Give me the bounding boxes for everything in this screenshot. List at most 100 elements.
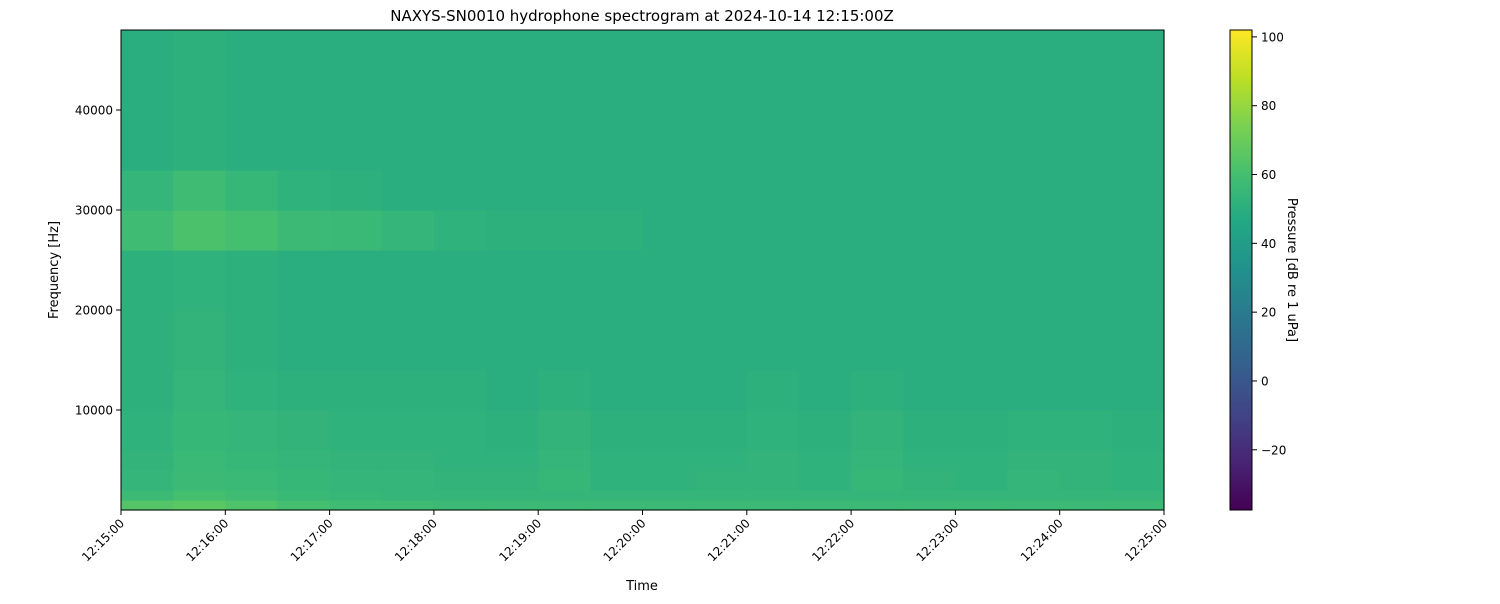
colorbar-tick-label: 60 bbox=[1261, 168, 1276, 182]
heatmap-cell bbox=[486, 210, 539, 251]
heatmap-cell bbox=[798, 170, 852, 211]
heatmap-cell bbox=[851, 490, 904, 501]
heatmap-cell bbox=[225, 310, 279, 371]
heatmap-cell bbox=[642, 370, 696, 411]
heatmap-cell bbox=[642, 470, 696, 491]
heatmap-cell bbox=[1111, 210, 1165, 251]
heatmap-cell bbox=[433, 500, 487, 511]
heatmap-cell bbox=[173, 410, 226, 451]
heatmap-cell bbox=[225, 470, 279, 491]
heatmap-cell bbox=[590, 310, 644, 371]
heatmap-cell bbox=[121, 450, 174, 471]
heatmap-cell bbox=[1059, 250, 1113, 311]
heatmap-cell bbox=[121, 470, 174, 491]
heatmap-cell bbox=[798, 250, 852, 311]
heatmap-cell bbox=[121, 500, 174, 511]
y-tick-label: 30000 bbox=[75, 204, 113, 218]
heatmap-cell bbox=[277, 170, 331, 211]
heatmap-cell bbox=[486, 450, 539, 471]
colorbar-tick-label: 40 bbox=[1261, 237, 1276, 251]
heatmap-cell bbox=[538, 410, 591, 451]
heatmap-cell bbox=[225, 490, 279, 501]
heatmap-cell bbox=[433, 310, 487, 371]
heatmap-cell bbox=[486, 30, 539, 171]
x-tick-label: 12:22:00 bbox=[809, 516, 857, 564]
heatmap-cell bbox=[642, 500, 696, 511]
heatmap-cell bbox=[538, 370, 591, 411]
heatmap-cell bbox=[1059, 170, 1113, 211]
heatmap-cell bbox=[590, 370, 644, 411]
heatmap-cell bbox=[1111, 310, 1165, 371]
heatmap-cell bbox=[277, 250, 331, 311]
heatmap-cell bbox=[173, 490, 226, 501]
y-axis-label: Frequency [Hz] bbox=[47, 221, 62, 319]
heatmap-cell bbox=[1007, 450, 1061, 471]
x-tick-label: 12:25:00 bbox=[1122, 516, 1170, 564]
colorbar-tick-label: 20 bbox=[1261, 306, 1276, 320]
heatmap-cell bbox=[590, 210, 644, 251]
heatmap-cell bbox=[851, 210, 904, 251]
heatmap-cell bbox=[329, 470, 383, 491]
heatmap-cell bbox=[381, 450, 435, 471]
heatmap-cell bbox=[329, 450, 383, 471]
heatmap-cell bbox=[1059, 490, 1113, 501]
heatmap-cell bbox=[642, 310, 696, 371]
x-tick-label: 12:24:00 bbox=[1018, 516, 1066, 564]
heatmap-cell bbox=[538, 490, 591, 501]
heatmap-cell bbox=[746, 490, 800, 501]
heatmap-cell bbox=[173, 170, 226, 211]
heatmap-cell bbox=[225, 210, 279, 251]
x-tick-label: 12:18:00 bbox=[392, 516, 440, 564]
heatmap-cell bbox=[903, 500, 956, 511]
heatmap-cell bbox=[329, 410, 383, 451]
x-axis: 12:15:00 12:16:00 12:17:00 12:18:00 12:19:00… bbox=[79, 510, 1170, 564]
heatmap-cell bbox=[329, 500, 383, 511]
heatmap-cell bbox=[955, 30, 1009, 171]
heatmap-cell bbox=[903, 450, 956, 471]
heatmap-cell bbox=[329, 30, 383, 171]
colorbar-tick-label: 100 bbox=[1261, 30, 1284, 44]
heatmap-cell bbox=[642, 450, 696, 471]
heatmap-cell bbox=[173, 30, 226, 171]
heatmap-cell bbox=[1007, 370, 1061, 411]
heatmap-cell bbox=[329, 250, 383, 311]
heatmap-cell bbox=[1059, 500, 1113, 511]
heatmap-cell bbox=[173, 470, 226, 491]
heatmap-cell bbox=[798, 210, 852, 251]
heatmap-cell bbox=[225, 370, 279, 411]
heatmap-cell bbox=[538, 310, 591, 371]
heatmap-cell bbox=[590, 490, 644, 501]
heatmap-cell bbox=[1059, 310, 1113, 371]
x-tick-label: 12:19:00 bbox=[496, 516, 544, 564]
heatmap-cell bbox=[903, 370, 956, 411]
heatmap-cell bbox=[955, 410, 1009, 451]
heatmap-cell bbox=[955, 170, 1009, 211]
heatmap-cell bbox=[225, 410, 279, 451]
colorbar-axis: 100 80 60 40 20 0 −20 bbox=[1252, 30, 1286, 457]
heatmap-cell bbox=[173, 210, 226, 251]
heatmap-cell bbox=[433, 470, 487, 491]
heatmap-cell bbox=[433, 490, 487, 501]
heatmap-cell bbox=[746, 450, 800, 471]
heatmap-cell bbox=[1007, 500, 1061, 511]
spectrogram-heatmap bbox=[121, 30, 1165, 511]
heatmap-cell bbox=[225, 30, 279, 171]
heatmap-cell bbox=[1111, 450, 1165, 471]
heatmap-cell bbox=[1007, 170, 1061, 211]
heatmap-cell bbox=[121, 410, 174, 451]
heatmap-cell bbox=[903, 170, 956, 211]
y-tick-label: 10000 bbox=[75, 404, 113, 418]
heatmap-cell bbox=[798, 30, 852, 171]
heatmap-cell bbox=[277, 450, 331, 471]
heatmap-cell bbox=[798, 470, 852, 491]
heatmap-cell bbox=[851, 470, 904, 491]
heatmap-cell bbox=[1111, 410, 1165, 451]
chart-title: NAXYS-SN0010 hydrophone spectrogram at 2… bbox=[390, 7, 894, 25]
heatmap-cell bbox=[225, 170, 279, 211]
heatmap-cell bbox=[538, 470, 591, 491]
heatmap-cell bbox=[433, 210, 487, 251]
heatmap-cell bbox=[1059, 30, 1113, 171]
heatmap-cell bbox=[486, 370, 539, 411]
heatmap-cell bbox=[903, 250, 956, 311]
heatmap-cell bbox=[798, 490, 852, 501]
